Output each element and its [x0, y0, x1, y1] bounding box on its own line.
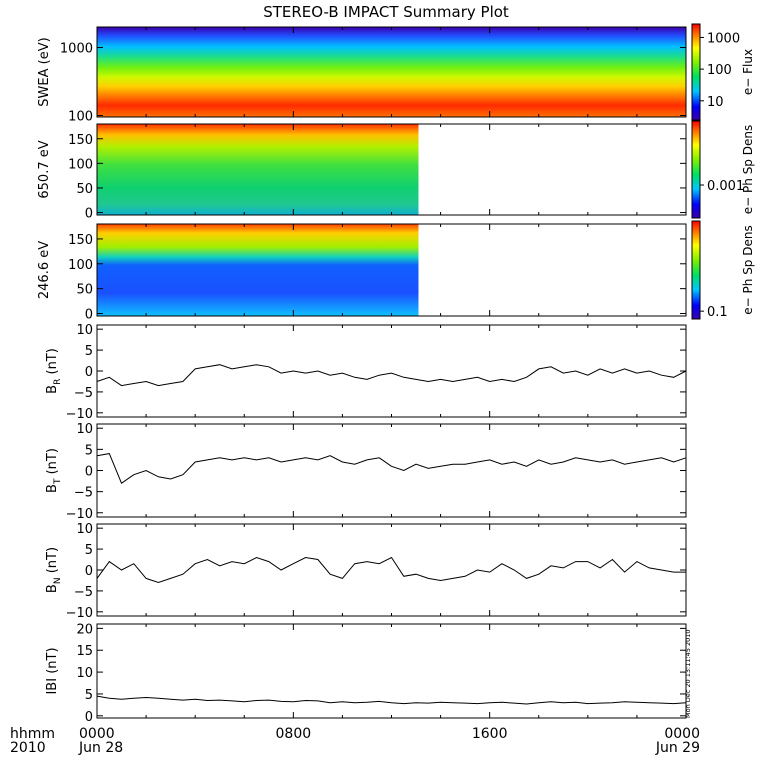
colorbar-label: e− Ph Sp Dens: [741, 225, 755, 314]
y-tick-label: 100: [68, 258, 93, 273]
y-tick-label: 20: [76, 622, 93, 637]
y-tick-label: −10: [66, 606, 93, 621]
y-tick-label: 5: [85, 688, 93, 703]
series-line: [96, 364, 687, 387]
colorbar-tick-label: 100: [707, 63, 732, 78]
y-tick-label: 10: [76, 522, 93, 537]
y-axis-label: 650.7 eV: [37, 140, 52, 198]
y-axis-label: IBI (nT): [45, 647, 60, 694]
colorbar-label: e− Ph Sp Dens: [741, 125, 755, 214]
y-tick-label: 0: [85, 564, 93, 579]
x-tick-label: 0800: [276, 726, 312, 742]
panel-1: 1000 100 10 e− Flux SWEA (eV) 100 1000: [37, 23, 755, 124]
y-tick-label: 0: [85, 710, 93, 725]
panel-frame: [96, 423, 687, 518]
y-tick-label: 5: [85, 543, 93, 558]
spectrogram-fill: [97, 27, 686, 117]
colorbar-tick-label: 10: [707, 95, 724, 110]
y-tick-label: 0: [85, 308, 93, 323]
x-tick-label: 0000: [664, 726, 700, 742]
y-axis-label: 246.6 eV: [37, 241, 52, 299]
y-tick-label: −5: [74, 585, 93, 600]
colorbar-tick-label: 1000: [707, 31, 740, 46]
y-tick-label: 10: [76, 422, 93, 437]
panel-4: BR (nT)−10 −5 0 5 10: [45, 323, 687, 422]
x-tick-date-label: Jun 29: [655, 740, 700, 756]
y-tick-label: 100: [68, 109, 93, 124]
time-axis-row-label: hhmm: [10, 726, 55, 742]
colorbar-tick-label: 0.1: [707, 305, 728, 320]
y-axis-label: BN (nT): [45, 547, 63, 593]
series-line: [96, 556, 686, 584]
y-tick-label: 10: [76, 666, 93, 681]
panel-frame: [96, 324, 687, 418]
x-tick-date-label: Jun 28: [78, 740, 123, 756]
y-tick-label: −5: [74, 386, 93, 401]
x-tick-label: 0000: [79, 726, 115, 742]
y-tick-label: 0: [85, 365, 93, 380]
spectrogram-fill: [97, 224, 419, 316]
y-tick-label: 50: [76, 283, 93, 298]
y-tick-label: 100: [68, 157, 93, 172]
panel-frame: [96, 623, 687, 719]
y-tick-label: 150: [68, 133, 93, 148]
colorbar-tick-label: 0.001: [707, 179, 744, 194]
x-tick-label: 1600: [472, 726, 508, 742]
y-axis-label: BR (nT): [45, 348, 63, 394]
y-tick-label: −10: [66, 507, 93, 522]
y-tick-label: 15: [76, 644, 93, 659]
colorbar: [691, 23, 701, 121]
y-axis-label: SWEA (eV): [37, 37, 52, 106]
y-tick-label: 0: [85, 465, 93, 480]
y-tick-label: 50: [76, 182, 93, 197]
y-axis-label: BT (nT): [45, 448, 63, 493]
generation-stamp: Mon Dec 20 13:11:45 2010: [684, 629, 692, 718]
series-line: [96, 695, 687, 705]
y-tick-label: 5: [85, 443, 93, 458]
colorbar-label: e− Flux: [741, 49, 755, 95]
colorbar: [691, 220, 701, 320]
colorbar: [691, 120, 701, 219]
panel-3: 0.1 e− Ph Sp Dens 246.6 eV 0 50 100 150: [37, 220, 755, 323]
y-tick-label: 5: [85, 344, 93, 359]
spectrogram-fill: [97, 124, 419, 215]
panel-5: BT (nT)−10 −5 0 5 10: [45, 422, 687, 522]
y-tick-label: 150: [68, 233, 93, 248]
time-axis-year-label: 2010: [10, 740, 46, 756]
y-tick-label: 10: [76, 323, 93, 338]
y-tick-label: 0: [85, 207, 93, 222]
panel-frame: [96, 523, 687, 617]
panel-6: BN (nT)−10 −5 0 5 10: [45, 522, 687, 621]
series-line: [96, 453, 687, 484]
y-tick-label: −10: [66, 407, 93, 422]
y-tick-label: −5: [74, 486, 93, 501]
panel-7: IBI (nT) 0 5 10 15 20: [45, 622, 687, 725]
y-tick-label: 1000: [60, 41, 93, 56]
plot-title: STEREO-B IMPACT Summary Plot: [263, 3, 509, 21]
